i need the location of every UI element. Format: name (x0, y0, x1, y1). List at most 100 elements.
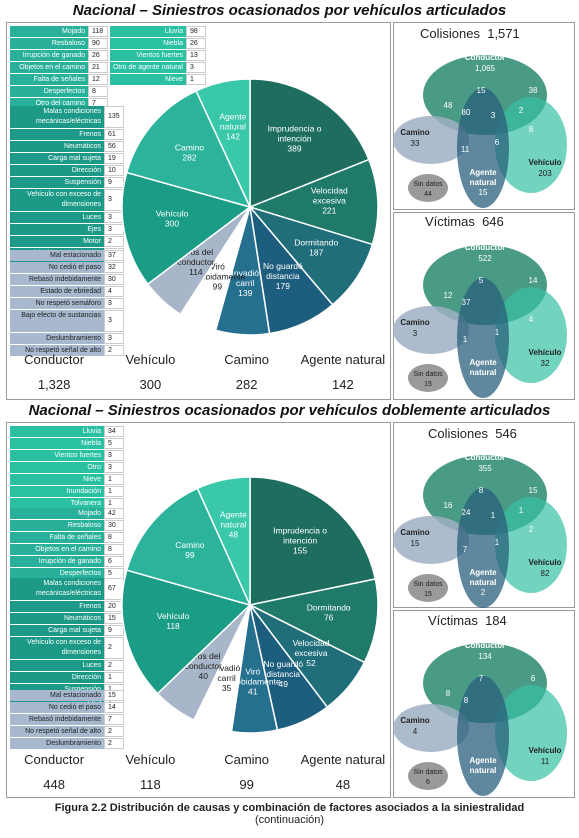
list-item-label: Suspensión (10, 177, 104, 188)
list-item: Nieve 1 (10, 474, 124, 485)
list-item-value: 8 (104, 544, 124, 555)
list-item-value: 67 (104, 578, 124, 600)
venn-value-vehiculo: 203 (538, 169, 552, 178)
venn-value-conductor: 522 (478, 254, 492, 263)
venn-value-camino: 3 (413, 329, 418, 338)
list-item-value: 3 (186, 62, 206, 73)
pie-slice (247, 578, 379, 664)
venn-value: 4 (529, 315, 534, 324)
list-item: Carga mal sujeta 9 (10, 625, 124, 636)
list-item-value: 5 (104, 438, 124, 449)
list-item-label: Tolvanera (10, 498, 104, 509)
venn-value-agente: 15 (479, 188, 488, 197)
list-item-value: 2 (104, 637, 124, 659)
pie-slice-label: No guardó distancia 49 (263, 659, 303, 689)
pie-slice-label: Velocidad excesiva 221 (311, 186, 348, 216)
s2-venn-colisiones-title: Colisiones 546 (428, 426, 517, 441)
venn-vehiculo-set (495, 497, 567, 593)
venn-label-camino: Camino (400, 528, 429, 537)
list-item: Desperfectos 8 (10, 86, 108, 97)
list-item: Rebasó indebidamente 30 (10, 274, 124, 285)
list-item-label: Ejes (10, 696, 104, 707)
venn-value-conductor: 355 (478, 464, 492, 473)
section1-title: Nacional – Siniestros ocasionados por ve… (72, 2, 507, 19)
list-item-label: Vehículo con exceso de dimensiones (10, 637, 104, 659)
pie-slice-label: Agente natural 142 (219, 112, 246, 142)
list-item-value: 7 (104, 714, 124, 725)
list-item-label: Rebasó indebidamente (10, 714, 104, 725)
list-item: Mojado 42 (10, 508, 124, 519)
venn-label-conductor: Conductor (465, 453, 505, 462)
list-item: Mal estacionado 15 (10, 690, 124, 701)
s2-venn-colisiones: Conductor 355 Camino 15 Vehículo 82 Agen… (393, 440, 573, 615)
list-item-label: Nieve (110, 74, 186, 85)
list-item-label: Neumáticos (10, 141, 104, 152)
list-item-label: Motor (10, 236, 104, 247)
list-item: Otro 3 (10, 462, 124, 473)
list-item-label: Falta de señales (10, 74, 88, 85)
list-item-label: Dirección (10, 672, 104, 683)
list-item-value: 3 (104, 298, 124, 309)
pie-slice-label: Otros del conductor 40 (185, 651, 222, 681)
venn-value-sin-datos: 6 (426, 779, 430, 786)
venn-value: 15 (529, 486, 538, 495)
list-item-label: No cedió el paso (10, 262, 104, 273)
list-item-label: Objetos en el camino (10, 62, 88, 73)
venn-value: 80 (462, 108, 471, 117)
venn-value: 38 (529, 86, 538, 95)
venn-label-camino: Camino (400, 128, 429, 137)
venn-value: 2 (519, 106, 524, 115)
list-item: Luces 2 (10, 660, 124, 671)
list-item-value: 2 (104, 660, 124, 671)
venn-value: 11 (461, 145, 470, 154)
list-item: Vehículo con exceso de dimensiones 2 (10, 637, 124, 659)
list-item: Niebla 26 (110, 38, 206, 49)
venn-value-vehiculo: 82 (541, 569, 550, 578)
list-item: Objetos en el camino 8 (10, 544, 124, 555)
s2-camino-list: Mojado 42 Resbaloso 30 Falta de señales 8 Obje… (10, 508, 124, 580)
pie-slice-label: Vehículo 300 (156, 209, 189, 229)
list-item-label: Desperfectos (10, 86, 88, 97)
list-item-value: 30 (104, 520, 124, 531)
list-item-label: Frenos (10, 601, 104, 612)
list-item: Mal estacionado 37 (10, 250, 124, 261)
list-item-label: Lluvia (10, 426, 104, 437)
s2-venn-victimas-frame (393, 610, 575, 798)
s1-total-vehiculo: Vehículo 300 (125, 352, 176, 392)
venn-value: 7 (479, 674, 484, 683)
venn-value: 3 (491, 111, 496, 120)
list-item-label: Rebasó indebidamente (10, 274, 104, 285)
venn-vehiculo-set (495, 685, 567, 781)
pie-slice (196, 476, 251, 606)
venn-label-agente: Agente (469, 756, 497, 765)
list-item: Dirección 10 (10, 165, 124, 176)
list-item: Vientos fuertes 3 (10, 450, 124, 461)
s1-venn-colisiones-title: Colisiones 1,571 (420, 26, 520, 41)
list-item: Lluvia 98 (110, 26, 206, 37)
list-item: Carga mal sujeta 19 (10, 153, 124, 164)
pie-slice-label: Dormitando 76 (307, 602, 351, 622)
venn-value: 8 (446, 689, 451, 698)
venn-value-sin-datos: 44 (424, 191, 432, 198)
venn-sin-datos-set (408, 364, 448, 392)
s1-venn-victimas: Conductor 522 Camino 3 Vehículo 32 Agent… (393, 230, 573, 405)
list-item-value: 8 (104, 532, 124, 543)
venn-value: 16 (444, 501, 453, 510)
list-item: Ejes 3 (10, 224, 124, 235)
pie-slice-label: Invadió carril 35 (213, 663, 241, 693)
s1-pie-chart: Imprudencia o intención 389 Velocidad excesi… (121, 78, 379, 336)
pie-slice (125, 89, 252, 209)
venn-value: 8 (529, 125, 534, 134)
venn-sin-datos-set (408, 762, 448, 790)
list-item-value: 56 (104, 141, 124, 152)
list-item-value: 3 (104, 333, 124, 344)
venn-value: 2 (529, 525, 534, 534)
list-item-value: 6 (104, 556, 124, 567)
list-item-value: 15 (104, 690, 124, 701)
venn-label-agente: Agente (469, 358, 497, 367)
venn-sin-datos-set (408, 174, 448, 202)
list-item: Suspensión 9 (10, 177, 124, 188)
s1-venn-victimas-title: Víctimas 646 (425, 214, 504, 229)
list-item-value: 61 (104, 129, 124, 140)
venn-svg: Conductor 355 Camino 15 Vehículo 82 Agen… (393, 453, 567, 608)
